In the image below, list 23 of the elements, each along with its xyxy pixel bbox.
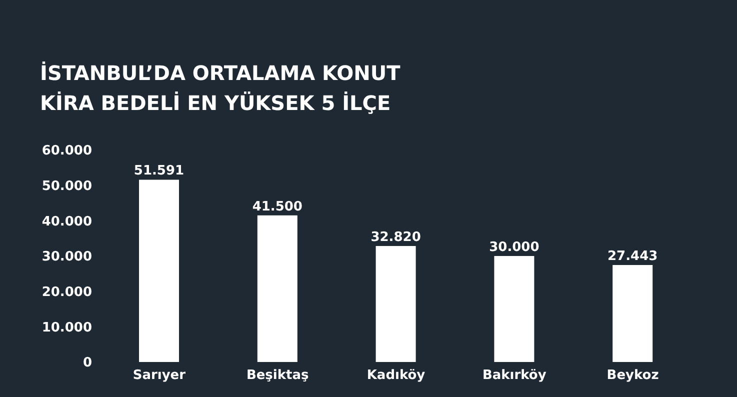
y-tick-label: 0 — [82, 356, 92, 371]
bar — [494, 256, 534, 362]
x-tick-label: Kadıköy — [366, 368, 426, 384]
bar — [257, 215, 298, 362]
data-label: 51.591 — [134, 164, 184, 179]
data-label: 32.820 — [370, 230, 421, 246]
x-tick-label: Beşiktaş — [246, 368, 310, 384]
y-tick-label: 40.000 — [42, 214, 92, 230]
data-label: 27.443 — [608, 249, 658, 264]
data-label: 30.000 — [489, 240, 540, 255]
bar — [612, 265, 653, 362]
bar — [376, 246, 416, 362]
bar — [139, 180, 179, 362]
x-tick-label: Sarıyer — [132, 368, 186, 384]
data-label: 41.500 — [252, 199, 302, 214]
y-tick-label: 10.000 — [42, 320, 92, 336]
y-tick-label: 50.000 — [42, 178, 92, 194]
y-tick-label: 60.000 — [42, 144, 92, 159]
y-tick-label: 20.000 — [42, 284, 92, 300]
x-tick-label: Beykoz — [606, 368, 659, 384]
x-tick-label: Bakırköy — [482, 368, 547, 384]
y-tick-label: 30.000 — [42, 250, 92, 265]
chart-title: İSTANBUL’DA ORTALAMA KONUT KİRA BEDELİ EN YÜKSEK 5 İLÇE — [40, 60, 402, 117]
